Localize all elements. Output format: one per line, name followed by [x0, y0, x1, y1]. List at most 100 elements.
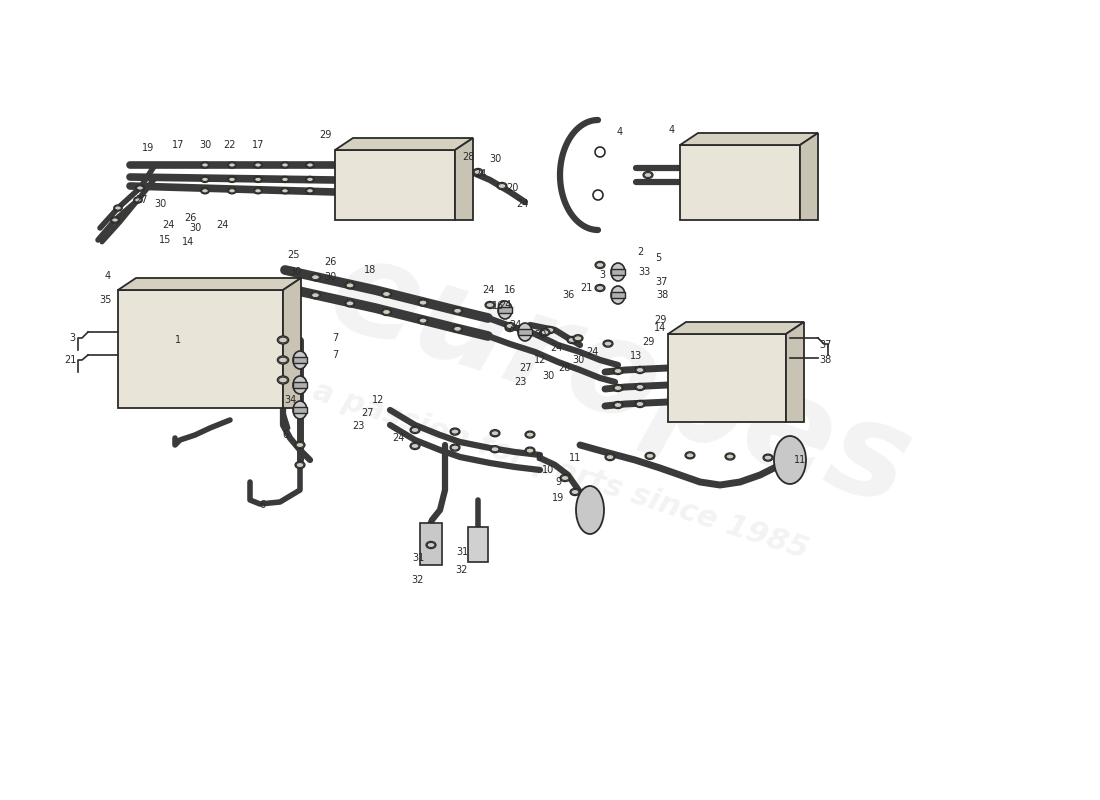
Ellipse shape [473, 169, 483, 175]
Ellipse shape [228, 176, 236, 182]
Ellipse shape [345, 282, 355, 289]
Bar [336, 150, 455, 220]
Text: 38: 38 [818, 355, 832, 365]
Text: 23: 23 [514, 377, 526, 387]
Circle shape [595, 147, 605, 157]
Ellipse shape [613, 402, 623, 409]
Ellipse shape [518, 323, 532, 341]
Text: 31: 31 [455, 547, 469, 557]
Text: 38: 38 [656, 290, 668, 300]
Ellipse shape [635, 401, 645, 407]
Bar [293, 407, 307, 413]
Text: 29: 29 [653, 315, 667, 325]
Ellipse shape [280, 162, 289, 168]
Text: 17: 17 [252, 140, 264, 150]
Text: 27: 27 [135, 195, 149, 205]
Text: 29: 29 [641, 337, 654, 347]
Text: 33: 33 [638, 267, 650, 277]
Text: 19: 19 [142, 143, 154, 153]
Ellipse shape [763, 454, 773, 461]
Bar [668, 334, 786, 422]
Ellipse shape [595, 285, 605, 291]
Text: 24: 24 [550, 343, 562, 353]
Ellipse shape [201, 162, 209, 168]
Ellipse shape [644, 171, 653, 178]
Bar [293, 357, 307, 363]
Text: 24: 24 [509, 320, 521, 330]
Ellipse shape [645, 452, 654, 459]
Text: 19: 19 [552, 493, 564, 503]
Ellipse shape [560, 474, 570, 482]
Text: 30: 30 [189, 223, 201, 233]
Text: 30: 30 [542, 371, 554, 381]
Ellipse shape [605, 454, 615, 461]
Text: a passion for parts since 1985: a passion for parts since 1985 [308, 376, 812, 564]
Text: 5: 5 [654, 253, 661, 263]
Ellipse shape [228, 188, 236, 194]
Ellipse shape [306, 162, 315, 168]
Polygon shape [786, 322, 804, 422]
Text: 12: 12 [534, 355, 547, 365]
Ellipse shape [491, 430, 499, 437]
Text: 30: 30 [572, 355, 584, 365]
Text: 32: 32 [411, 575, 425, 585]
Ellipse shape [310, 274, 320, 281]
Text: 2: 2 [637, 247, 644, 257]
Text: 26: 26 [184, 213, 196, 223]
Text: 8: 8 [535, 453, 541, 463]
Text: 21: 21 [580, 283, 592, 293]
Text: 35: 35 [100, 295, 112, 305]
Bar [468, 527, 488, 562]
Ellipse shape [774, 436, 806, 484]
Ellipse shape [410, 442, 420, 450]
Ellipse shape [410, 426, 420, 434]
Ellipse shape [685, 452, 695, 459]
Ellipse shape [295, 442, 305, 449]
Ellipse shape [505, 322, 515, 330]
Text: 16: 16 [492, 301, 504, 311]
Text: 16: 16 [504, 285, 516, 295]
Ellipse shape [277, 356, 288, 364]
Text: 28: 28 [462, 152, 474, 162]
Ellipse shape [610, 263, 625, 281]
Text: 24: 24 [482, 285, 494, 295]
Ellipse shape [306, 176, 315, 182]
Ellipse shape [254, 176, 262, 182]
Polygon shape [680, 133, 818, 145]
Text: 30: 30 [534, 330, 546, 340]
Text: 14: 14 [182, 237, 194, 247]
Text: europes: europes [315, 226, 926, 534]
Text: 6: 6 [282, 430, 288, 440]
Text: 24: 24 [516, 199, 528, 209]
Ellipse shape [635, 383, 645, 390]
Text: 24: 24 [586, 347, 598, 357]
Text: 24: 24 [498, 300, 512, 310]
Ellipse shape [635, 366, 645, 374]
Ellipse shape [603, 340, 613, 347]
Text: 10: 10 [542, 465, 554, 475]
Ellipse shape [725, 453, 735, 460]
Text: 34: 34 [284, 395, 296, 405]
Ellipse shape [613, 367, 623, 374]
Text: 21: 21 [64, 355, 76, 365]
Text: 31: 31 [411, 553, 425, 563]
Text: 18: 18 [364, 265, 376, 275]
Ellipse shape [293, 376, 307, 394]
Text: 14: 14 [653, 323, 667, 333]
Ellipse shape [293, 351, 307, 369]
Text: 28: 28 [558, 363, 570, 373]
Ellipse shape [491, 446, 499, 453]
Text: 17: 17 [172, 140, 184, 150]
Ellipse shape [111, 217, 119, 223]
Ellipse shape [280, 176, 289, 182]
Text: 37: 37 [656, 277, 668, 287]
Ellipse shape [228, 162, 236, 168]
Polygon shape [455, 138, 473, 220]
Text: 12: 12 [372, 395, 384, 405]
Text: 36: 36 [562, 290, 574, 300]
Text: 13: 13 [630, 351, 642, 361]
Ellipse shape [382, 309, 392, 315]
Ellipse shape [134, 197, 142, 203]
Polygon shape [336, 138, 473, 150]
Text: 11: 11 [794, 455, 806, 465]
